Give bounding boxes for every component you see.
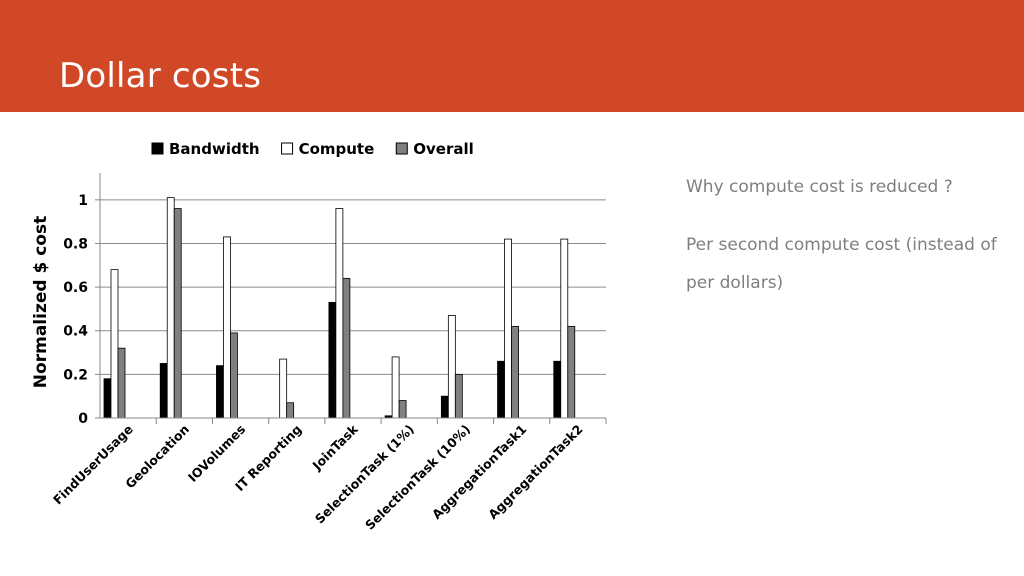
bar-overall-geolocation: [173, 208, 182, 419]
bar-overall-aggregationtask1: [511, 325, 519, 419]
y-tick-label: 0.8: [63, 236, 88, 252]
chart-axes: [95, 173, 607, 424]
bar-bandwidth-geolocation: [159, 363, 168, 419]
bar-overall-it-reporting: [286, 402, 295, 419]
y-tick-label: 0.4: [63, 324, 88, 340]
bar-bandwidth-finduserusage: [103, 378, 112, 419]
x-tick-label-jointask: JoinTask: [309, 421, 361, 473]
y-axis-label: Normalized $ cost: [31, 216, 51, 388]
title-bar: Dollar costs: [0, 0, 1024, 112]
bar-overall-iovolumes: [230, 332, 238, 419]
y-tick-label: 1: [78, 193, 88, 209]
bar-compute-iovolumes: [223, 236, 231, 419]
x-tick-label-selectiontask-10: SelectionTask (10%): [362, 422, 473, 533]
chart-legend: Bandwidth Compute Overall: [151, 140, 474, 158]
chart-grid: [100, 199, 606, 375]
legend-swatch-bandwidth: [151, 142, 164, 155]
x-tick-label-selectiontask-1: SelectionTask (1%): [312, 422, 417, 527]
bar-overall-selectiontask-10: [454, 373, 463, 419]
bar-overall-finduserusage: [117, 347, 126, 419]
bar-bandwidth-selectiontask-10: [440, 395, 449, 419]
x-tick-label-aggregationtask2: AggregationTask2: [485, 422, 586, 523]
legend-label-overall: Overall: [413, 140, 474, 158]
legend-label-bandwidth: Bandwidth: [169, 140, 260, 158]
chart-bars: [103, 197, 576, 419]
bar-compute-selectiontask-1: [391, 356, 400, 419]
bar-bandwidth-jointask: [328, 301, 337, 419]
x-tick-label-aggregationtask1: AggregationTask1: [429, 422, 530, 523]
legend-swatch-overall: [395, 142, 408, 155]
bar-overall-aggregationtask2: [567, 325, 576, 419]
bar-bandwidth-aggregationtask2: [553, 360, 562, 419]
bar-overall-jointask: [342, 277, 351, 419]
y-axis-ticks: 0 0.2 0.4 0.6 0.8 1: [63, 193, 88, 427]
bar-compute-aggregationtask2: [560, 238, 569, 419]
bar-compute-it-reporting: [279, 358, 288, 419]
bullet-per-second-cost: Per second compute cost (instead of per …: [686, 235, 997, 293]
bar-bandwidth-iovolumes: [216, 365, 224, 419]
bar-overall-selectiontask-1: [398, 400, 407, 419]
bar-compute-geolocation: [166, 197, 175, 419]
bar-bandwidth-aggregationtask1: [497, 360, 505, 419]
y-tick-label: 0.6: [63, 280, 88, 296]
bar-compute-finduserusage: [110, 269, 119, 419]
slide-title: Dollar costs: [59, 56, 262, 96]
legend-label-compute: Compute: [299, 140, 375, 158]
bar-compute-jointask: [335, 208, 344, 419]
y-tick-label: 0.2: [63, 367, 88, 383]
x-tick-label-finduserusage: FindUserUsage: [50, 422, 136, 508]
y-tick-label: 0: [78, 411, 88, 427]
bar-compute-aggregationtask1: [504, 238, 512, 419]
cost-chart: Bandwidth Compute Overall 0 0.2 0.4 0.6 0.8 1 F…: [31, 140, 607, 533]
legend-swatch-compute: [281, 142, 294, 155]
bullet-compute-question: Why compute cost is reduced ?: [686, 177, 953, 197]
bar-compute-selectiontask-10: [447, 315, 456, 419]
